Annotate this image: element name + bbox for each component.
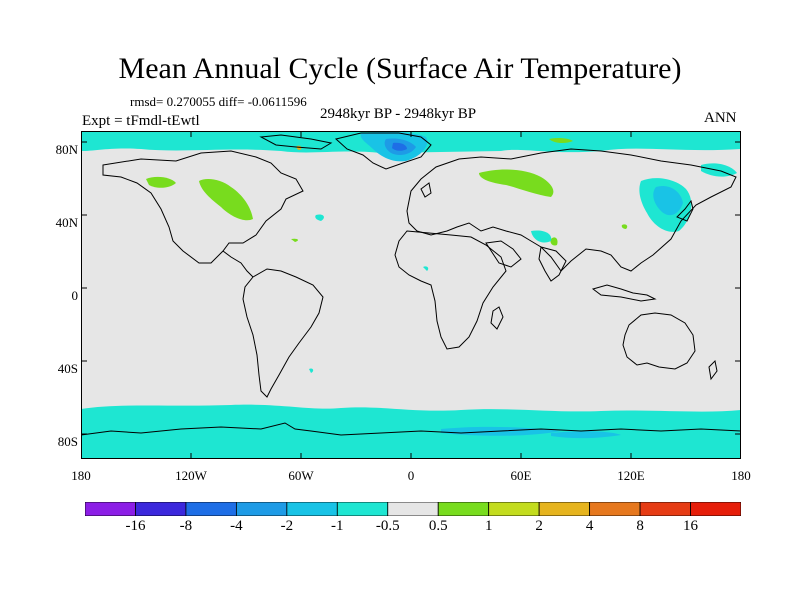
greenland-coastline (334, 132, 432, 170)
colorbar-tick-label: 4 (585, 518, 594, 534)
figure-title: Mean Annual Cycle (Surface Air Temperatu… (118, 52, 682, 85)
colorbar-tick-label: -8 (179, 518, 193, 534)
colorbar (85, 502, 741, 516)
colorbar-swatch (387, 502, 439, 516)
indian-ocean-cool-spot (423, 266, 429, 271)
central-asia-cool-spot (531, 230, 552, 243)
mid-atlantic-cool-spot (309, 368, 314, 373)
madagascar-coastline (490, 306, 504, 330)
colorbar-tick-label: 8 (636, 518, 644, 534)
period-label: 2948kyr BP - 2948kyr BP (320, 106, 477, 122)
antarctic-deeper-anomaly (551, 431, 621, 439)
central-america-coastline (222, 250, 254, 278)
colorbar-swatch (235, 502, 288, 516)
lon-label: 0 (407, 468, 415, 483)
colorbar-swatch (85, 502, 136, 516)
arabia-coastline (485, 240, 522, 268)
lat-label: 40N (55, 215, 78, 230)
colorbar-swatch (286, 502, 338, 516)
colorbar-tick-label: -4 (230, 518, 243, 534)
lon-label: 60W (288, 468, 314, 483)
colorbar-tick-label: 16 (683, 518, 699, 534)
lat-label: 0 (71, 288, 79, 303)
colorbar-swatch (336, 502, 389, 516)
antarctica-coastline (81, 422, 741, 436)
lat-label: 40S (57, 361, 78, 376)
lon-label: 120W (175, 468, 207, 483)
arabian-cool-spot (536, 236, 542, 241)
lon-label: 180 (731, 468, 751, 483)
colorbar-swatch (488, 502, 540, 516)
coastlines (81, 132, 741, 436)
atlantic-cool-spot (315, 214, 324, 221)
eurasia-coastline (406, 148, 737, 272)
colorbar-tick-label: -1 (331, 518, 344, 534)
colorbar-tick-label: 1 (484, 518, 493, 534)
colorbar-tick-label: 2 (535, 518, 543, 534)
map-background (81, 131, 741, 459)
colorbar-swatch (437, 502, 490, 516)
africa-coastline (394, 230, 507, 350)
colorbar-swatch (538, 502, 591, 516)
colorbar-tick-label: -16 (125, 518, 146, 534)
siberia-warm-anomaly (479, 169, 554, 197)
colorbar-tick-label: -0.5 (375, 518, 400, 534)
atlantic-warm-spot (291, 238, 298, 242)
alaska-warm-anomaly (146, 176, 176, 188)
india-coastline (538, 246, 567, 282)
colorbar-swatch (690, 502, 741, 516)
arctic-islands-coastline (259, 134, 333, 150)
india-warm-spot (550, 237, 558, 246)
north-america-warm-anomaly (199, 179, 253, 221)
indonesia-coastline (591, 284, 657, 302)
greenland-peak-anomaly (392, 142, 407, 151)
japan-coastline (676, 199, 694, 222)
lon-label: 60E (510, 468, 532, 483)
lon-label: 120E (617, 468, 645, 483)
north-pacific-warm-spot (621, 224, 628, 229)
north-america-coastline (102, 150, 304, 264)
colorbar-swatch (135, 502, 187, 516)
east-asia-cool-core (653, 185, 683, 216)
map-ticks (81, 131, 741, 459)
colorbar-swatch (639, 502, 691, 516)
statistics-text: rmsd= 0.270055 diff= -0.0611596 (130, 94, 307, 109)
australia-coastline (622, 312, 696, 370)
southern-ocean-anomaly (81, 429, 281, 439)
colorbar-swatch (589, 502, 641, 516)
colorbar-tick-label: 0.5 (428, 518, 448, 534)
british-isles-coastline (420, 182, 432, 198)
season-label: ANN (704, 110, 737, 126)
new-zealand-coastline (708, 359, 718, 381)
world-map (81, 131, 741, 459)
arctic-warm-anomaly (549, 137, 573, 144)
south-atlantic-cool-spot (291, 420, 298, 425)
colorbar-tick-label: -2 (280, 518, 294, 534)
south-america-coastline (242, 268, 324, 398)
colorbar-swatch (185, 502, 237, 516)
lat-label: 80S (57, 434, 78, 449)
experiment-label: Expt = tFmdl-tEwtl (82, 113, 200, 129)
lon-label: 180 (71, 468, 91, 483)
lat-label: 80N (55, 142, 78, 157)
